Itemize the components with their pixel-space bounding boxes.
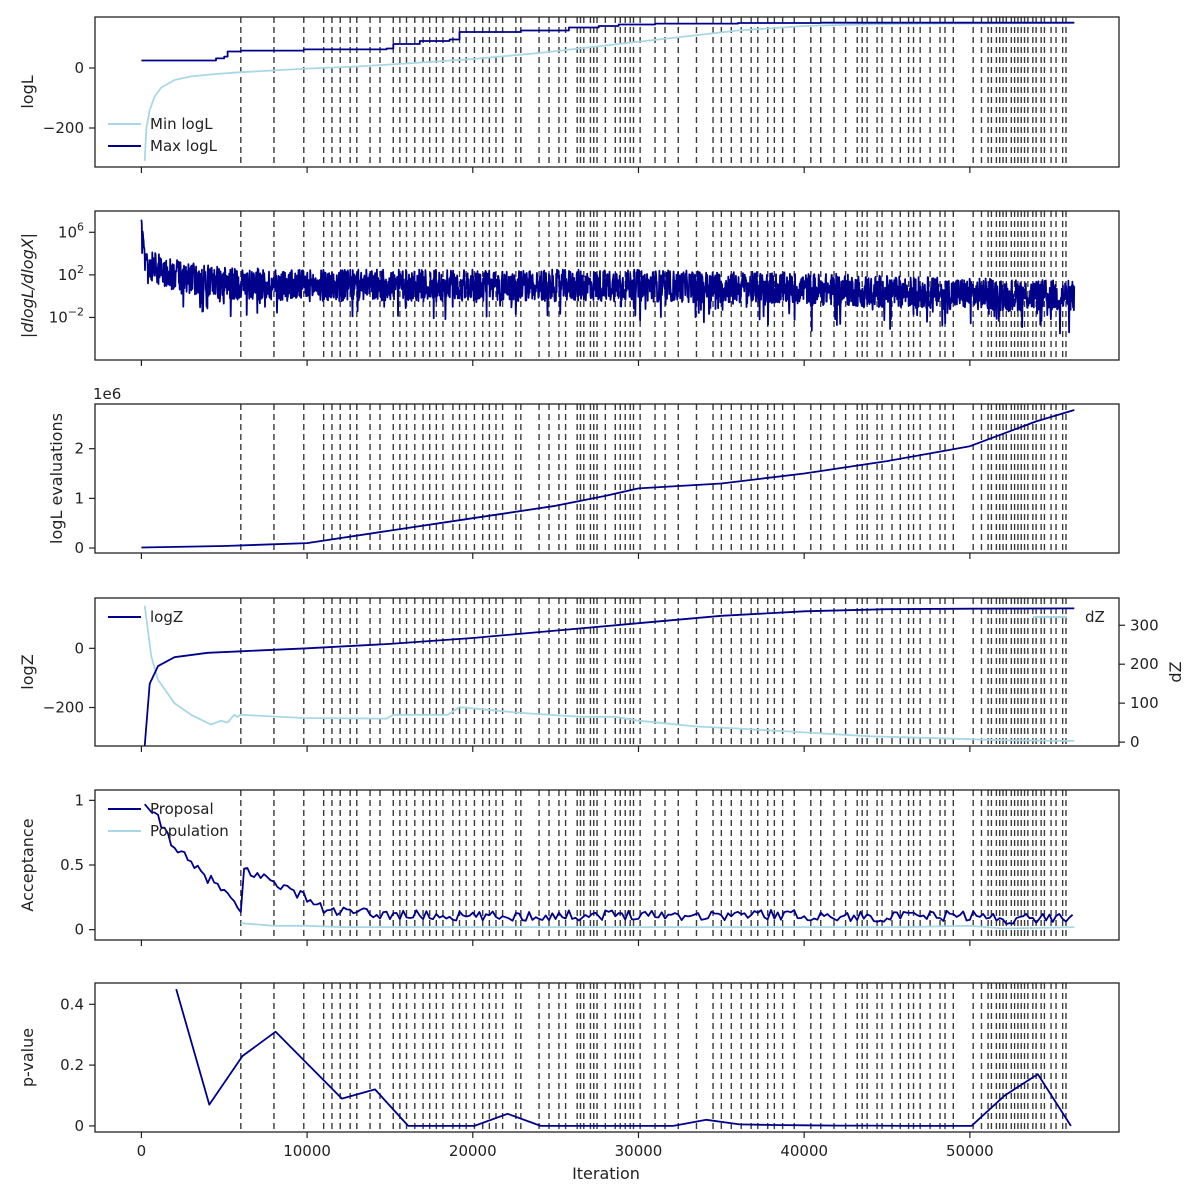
axes-frame (94, 16, 1120, 168)
x-tick-label: 40000 (780, 1142, 828, 1160)
axes-frame (94, 597, 1120, 747)
x-tick-label: 30000 (615, 1142, 663, 1160)
x-axis-label: Iteration (572, 1164, 640, 1183)
legend-label: logZ (150, 608, 183, 626)
legend-label: dZ (1085, 608, 1105, 626)
y-tick-label: 0.2 (60, 1056, 84, 1074)
y-tick-label: 0 (74, 539, 84, 557)
axes-frame (94, 210, 1120, 361)
y-tick-label: 0 (74, 59, 84, 77)
y-tick-label: −200 (43, 699, 84, 717)
vline-group (240, 790, 1067, 940)
series-group (141, 409, 1075, 549)
vline-group (240, 598, 1067, 746)
y-tick-label: 102 (58, 263, 84, 284)
y-axis-label: logL evaluations (47, 413, 66, 544)
right-tick-label: 300 (1130, 616, 1159, 634)
right-tick-label: 200 (1130, 655, 1159, 673)
y-tick-label: 0.4 (60, 995, 84, 1013)
series-group (143, 605, 1075, 746)
y-tick-label: 0 (74, 1117, 84, 1135)
offset-text: 1e6 (93, 385, 121, 403)
panel-evals: 0 1 2 logL evaluations 1e6 (47, 385, 1120, 559)
series-line-logz (143, 607, 1075, 746)
series-line-dz (143, 605, 1075, 742)
panel-dlogl: 106 102 10−2 |dlogL/dlogX| (18, 210, 1120, 366)
legend-label: Proposal (150, 800, 214, 818)
series-group (175, 988, 1072, 1127)
series-group (141, 21, 1075, 162)
axes-frame (94, 982, 1120, 1133)
panel-logl: 0 −200 logL Min logL Max logL (18, 16, 1120, 173)
y-tick-label: 10−2 (49, 305, 84, 326)
y-tick-label: 2 (74, 440, 84, 458)
vline-group (240, 983, 1067, 1132)
right-tick-label: 0 (1130, 733, 1140, 751)
right-axis-label: dZ (1166, 661, 1185, 682)
series-group (140, 219, 1076, 335)
vline-group (240, 404, 1067, 553)
y-axis-label: |dlogL/dlogX| (18, 233, 37, 338)
x-tick-label: 0 (137, 1142, 147, 1160)
series-group (144, 803, 1075, 930)
legend-label: Max logL (150, 137, 218, 155)
x-tick-label: 50000 (946, 1142, 994, 1160)
y-tick-label: 0 (74, 921, 84, 939)
series-line-population (240, 922, 1075, 930)
x-tick-label: 10000 (283, 1142, 331, 1160)
y-tick-label: 106 (58, 220, 84, 241)
legend-label: Population (150, 822, 229, 840)
legend-label: Min logL (150, 115, 213, 133)
y-tick-label: −200 (43, 119, 84, 137)
y-axis-label: logL (18, 75, 37, 108)
series-line-dlogl (140, 219, 1076, 335)
x-tick-label: 20000 (449, 1142, 497, 1160)
panel-logz: 0 100 200 300 dZ dZ 0 −200 logZ logZ (18, 597, 1185, 752)
series-line-pvalue (175, 988, 1072, 1127)
panel-acceptance: 0 0.5 1 Acceptance Proposal Population (18, 789, 1120, 946)
y-tick-label: 0.5 (60, 856, 84, 874)
y-axis-label: Acceptance (18, 818, 37, 911)
series-line-max-logl (141, 21, 1075, 62)
series-line-evals (141, 409, 1075, 549)
series-line-min-logl (143, 22, 1070, 162)
y-axis-label: p-value (18, 1028, 37, 1087)
y-tick-label: 0 (74, 639, 84, 657)
series-line-proposal (144, 803, 1074, 925)
vline-group (240, 17, 1067, 167)
panel-pvalue: 0 0.2 0.4 p-value (18, 982, 1120, 1138)
y-axis-label: logZ (18, 654, 37, 689)
y-tick-label: 1 (74, 791, 84, 809)
axes-frame (94, 403, 1120, 554)
y-tick-label: 1 (74, 489, 84, 507)
right-tick-label: 100 (1130, 694, 1159, 712)
